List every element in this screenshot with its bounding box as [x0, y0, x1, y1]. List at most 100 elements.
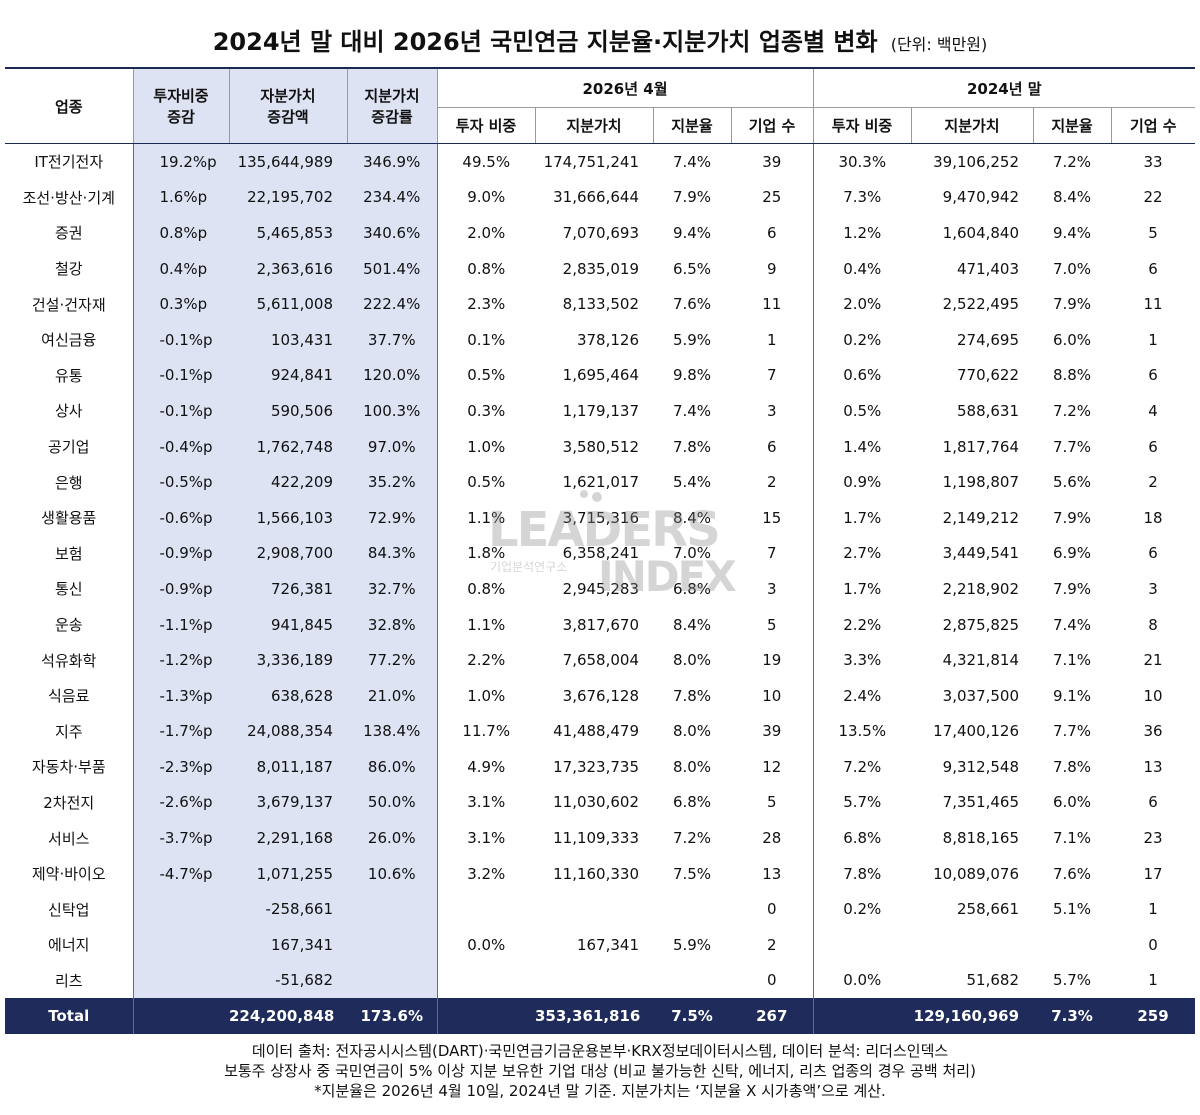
- table-cell: 0.8%p: [132, 215, 229, 251]
- table-row: 석유화학 -1.2%p 3,336,189 77.2% 2.2% 7,658,004 8.0…: [5, 642, 1195, 678]
- table-cell: 6.5%: [672, 259, 712, 278]
- table-cell: 0.1%: [436, 321, 535, 358]
- table-row: 제약·바이오 -4.7%p 1,071,255 10.6% 3.2% 11,160,330…: [5, 855, 1195, 892]
- table-cell: 1.1%: [436, 499, 535, 536]
- table-cell: 5.6%: [1052, 473, 1092, 492]
- table-cell: 0: [766, 971, 777, 990]
- table-cell: 7.7%: [1052, 437, 1092, 456]
- table-cell: 1.0%: [436, 428, 535, 465]
- table-cell: 1: [1148, 900, 1158, 919]
- table-cell: 30.3%: [812, 143, 912, 180]
- header-2024-count: 기업 수: [1110, 107, 1196, 144]
- table-cell: 2,908,700: [229, 535, 347, 572]
- table-cell: 7.2%: [1052, 401, 1092, 420]
- table-cell: 8.0%: [672, 757, 712, 776]
- table-cell: 7.6%: [672, 295, 712, 314]
- table-cell: 7.4%: [672, 401, 712, 420]
- table-cell: 36: [1143, 722, 1163, 741]
- table-cell: [436, 962, 535, 999]
- table-cell: 8,133,502: [562, 295, 639, 314]
- table-cell: 32.7%: [347, 571, 437, 607]
- table-cell: 7.5%: [672, 864, 712, 883]
- table-cell: 77.2%: [347, 642, 437, 678]
- table-cell: 3,679,137: [229, 784, 347, 821]
- table-cell: 0.8%: [436, 571, 535, 607]
- table-cell: -0.9%p: [132, 571, 229, 607]
- table-cell: 24,088,354: [229, 713, 347, 750]
- table-cell: 9.8%: [672, 366, 712, 385]
- table-cell: 3.3%: [812, 642, 912, 678]
- table-cell: 0.5%: [436, 464, 535, 500]
- table-cell: 7.2%: [812, 749, 912, 785]
- table-cell: -0.1%p: [132, 321, 229, 358]
- table-row: 유통 -0.1%p 924,841 120.0% 0.5% 1,695,464 9.8% 7 0…: [5, 357, 1195, 394]
- table-cell: 서비스: [48, 829, 90, 848]
- table-cell: 7.9%: [672, 188, 712, 207]
- table-row: 철강 0.4%p 2,363,616 501.4% 0.8% 2,835,019 6.5% 9…: [5, 250, 1195, 287]
- table-cell: 1.2%: [812, 215, 912, 251]
- table-cell: 167,341: [229, 927, 347, 963]
- title-area: 2024년 말 대비 2026년 국민연금 지분율·지분가치 업종별 변화 (단…: [0, 22, 1200, 57]
- table-cell: 7.8%: [672, 686, 712, 705]
- table-cell: 5.4%: [672, 473, 712, 492]
- table-cell: 8.0%: [672, 651, 712, 670]
- table-cell: 7.4%: [1052, 615, 1092, 634]
- table-cell: 21: [1143, 651, 1163, 670]
- table-cell: 33: [1143, 152, 1163, 171]
- table-cell: 13: [762, 864, 782, 883]
- total-cell: 259: [1111, 998, 1196, 1035]
- table-row: 증권 0.8%p 5,465,853 340.6% 2.0% 7,070,693 9.4% 6…: [5, 215, 1195, 251]
- table-cell: 37.7%: [347, 321, 437, 358]
- table-cell: 0: [1148, 935, 1158, 954]
- table-cell: 19.2%p: [132, 143, 229, 180]
- table-cell: 8.4%: [672, 615, 712, 634]
- table-cell: 제약·바이오: [31, 865, 106, 884]
- table-cell: 3,580,512: [562, 437, 639, 456]
- table-cell: 공기업: [48, 438, 90, 457]
- table-cell: 통신: [54, 580, 83, 599]
- table-cell: [535, 891, 653, 927]
- table-cell: 422,209: [229, 464, 347, 500]
- table-cell: 2: [766, 935, 777, 954]
- table-cell: 26.0%: [347, 820, 437, 856]
- table-cell: 2,522,495: [942, 295, 1020, 314]
- table-cell: 11: [762, 295, 782, 314]
- table-cell: 726,381: [229, 571, 347, 607]
- table-cell: 6,358,241: [562, 544, 639, 563]
- header-industry: 업종: [5, 68, 133, 144]
- table-cell: 2차전지: [43, 793, 95, 812]
- table-cell: 5,611,008: [229, 286, 347, 322]
- table-cell: 10.6%: [347, 855, 437, 892]
- table-cell: 2.0%: [812, 286, 912, 322]
- table-cell: -1.1%p: [132, 606, 229, 643]
- table-cell: 건설·건자재: [31, 295, 106, 314]
- table-cell: 생활용품: [41, 509, 97, 528]
- table-cell: 222.4%: [347, 286, 437, 322]
- table-cell: 9.4%: [1052, 223, 1092, 242]
- footer-scope: 보통주 상장사 중 국민연금이 5% 이상 지분 보유한 기업 대상 (비교 불…: [224, 1062, 976, 1080]
- table-cell: 21.0%: [347, 677, 437, 714]
- table-cell: [653, 963, 731, 999]
- table-cell: 2.3%: [436, 286, 535, 322]
- table-row: 자동차·부품 -2.3%p 8,011,187 86.0% 4.9% 17,323,735…: [5, 749, 1195, 785]
- table-cell: [347, 927, 437, 963]
- table-row: 식음료 -1.3%p 638,628 21.0% 1.0% 3,676,128 7.8% 10…: [5, 677, 1195, 714]
- table-cell: 0.6%: [812, 357, 912, 394]
- table-cell: 상사: [54, 402, 83, 421]
- table-row: 지주 -1.7%p 24,088,354 138.4% 11.7% 41,488,479 8…: [5, 713, 1195, 750]
- table-cell: 0.0%: [812, 962, 912, 999]
- table-cell: IT전기전자: [34, 153, 104, 172]
- table-cell: 25: [762, 188, 782, 207]
- table-cell: 23: [1143, 829, 1163, 848]
- header-group-2024: 2024년 말: [812, 68, 1196, 108]
- table-cell: 1: [1148, 330, 1158, 349]
- total-cell: 7.3%: [1033, 998, 1112, 1035]
- table-cell: 7.9%: [1052, 295, 1092, 314]
- total-cell: [436, 998, 535, 1035]
- table-cell: 철강: [54, 260, 83, 279]
- table-cell: 8.0%: [672, 722, 712, 741]
- table-row: 리츠 -51,682 0 0.0% 51,682 5.7% 1: [5, 962, 1195, 999]
- table-cell: 11.7%: [436, 713, 535, 750]
- total-cell: 353,361,816: [535, 998, 653, 1035]
- table-cell: 590,506: [229, 393, 347, 429]
